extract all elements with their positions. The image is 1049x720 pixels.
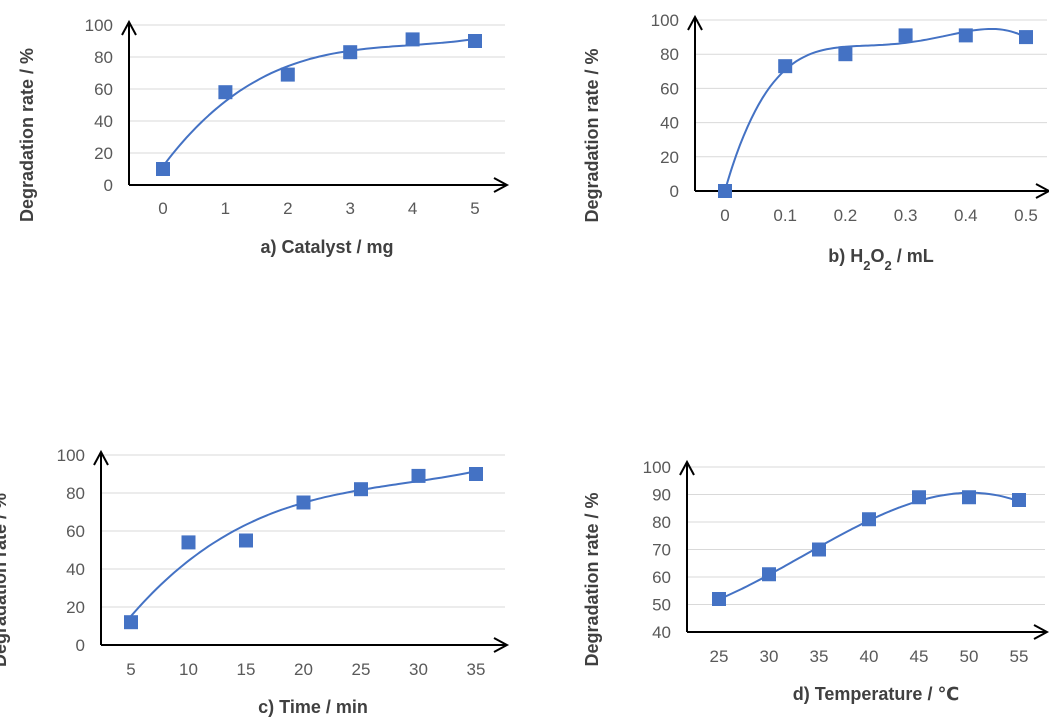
x-tick-label-1-2: 0.2 xyxy=(834,206,858,225)
x-tick-label-3-4: 45 xyxy=(910,647,929,666)
data-point-0-4 xyxy=(405,32,420,47)
x-tick-label-0-1: 1 xyxy=(221,199,230,218)
data-point-2-3 xyxy=(296,495,311,510)
y-tick-label-1-5: 100 xyxy=(651,11,679,30)
y-tick-label-0-1: 20 xyxy=(94,144,113,163)
x-tick-label-1-0: 0 xyxy=(720,206,729,225)
data-point-2-0 xyxy=(124,615,138,630)
y-tick-label-2-4: 80 xyxy=(66,484,85,503)
x-tick-label-0-4: 4 xyxy=(408,199,417,218)
x-tick-label-1-3: 0.3 xyxy=(894,206,918,225)
data-point-2-4 xyxy=(354,482,368,497)
x-axis-arrow-2 xyxy=(493,637,510,653)
y-axis-arrow-3 xyxy=(679,459,695,476)
y-axis-label-1: Degradation rate / % xyxy=(582,48,602,222)
y-tick-label-0-5: 100 xyxy=(85,16,113,35)
y-tick-label-3-3: 70 xyxy=(652,541,671,560)
y-tick-label-1-4: 80 xyxy=(660,45,679,64)
x-tick-label-3-1: 30 xyxy=(760,647,779,666)
y-axis-arrow-2 xyxy=(93,449,109,466)
x-axis-label-3: d) Temperature / ℃ xyxy=(793,684,960,704)
data-point-1-4 xyxy=(958,28,973,43)
x-tick-label-0-0: 0 xyxy=(158,199,167,218)
data-point-2-1 xyxy=(181,535,196,550)
x-tick-label-2-6: 35 xyxy=(467,660,486,679)
x-tick-label-0-5: 5 xyxy=(470,199,479,218)
x-tick-label-3-3: 40 xyxy=(860,647,879,666)
data-point-3-6 xyxy=(1012,493,1026,507)
y-tick-label-3-6: 100 xyxy=(643,458,671,477)
y-axis-arrow-1 xyxy=(687,14,703,31)
y-tick-label-2-5: 100 xyxy=(57,446,85,465)
trendline-3 xyxy=(718,491,1020,601)
x-tick-label-1-5: 0.5 xyxy=(1014,206,1038,225)
data-point-2-5 xyxy=(411,468,426,483)
data-point-1-3 xyxy=(898,28,913,43)
data-point-3-5 xyxy=(962,490,976,505)
data-point-0-1 xyxy=(218,85,233,100)
y-tick-label-1-2: 40 xyxy=(660,114,679,133)
x-tick-label-3-5: 50 xyxy=(960,647,979,666)
y-tick-label-0-2: 40 xyxy=(94,112,113,131)
y-tick-label-3-0: 40 xyxy=(652,623,671,642)
x-axis-label-1: b) H2O2 / mL xyxy=(828,246,934,273)
data-point-0-2 xyxy=(280,67,295,82)
y-tick-label-3-4: 80 xyxy=(652,513,671,532)
y-tick-label-3-2: 60 xyxy=(652,568,671,587)
x-tick-label-2-3: 20 xyxy=(294,660,313,679)
trendline-1 xyxy=(724,27,1027,191)
x-tick-label-2-1: 10 xyxy=(179,660,198,679)
y-axis-label-3: Degradation rate / % xyxy=(582,492,602,666)
data-point-3-2 xyxy=(812,542,826,557)
x-tick-label-2-2: 15 xyxy=(237,660,256,679)
data-point-1-2 xyxy=(838,47,853,62)
data-point-2-2 xyxy=(239,533,253,548)
y-tick-label-3-1: 50 xyxy=(652,596,671,615)
x-tick-label-1-4: 0.4 xyxy=(954,206,978,225)
y-axis-arrow-0 xyxy=(121,19,137,36)
x-tick-label-2-5: 30 xyxy=(409,660,428,679)
y-tick-label-2-3: 60 xyxy=(66,522,85,541)
x-tick-label-2-0: 5 xyxy=(126,660,135,679)
x-tick-label-3-0: 25 xyxy=(710,647,729,666)
data-point-3-1 xyxy=(762,567,776,582)
y-axis-label-2: Degradation rate / % xyxy=(0,493,10,667)
y-tick-label-1-0: 0 xyxy=(670,182,679,201)
x-tick-label-2-4: 25 xyxy=(352,660,371,679)
x-tick-label-3-6: 55 xyxy=(1010,647,1029,666)
data-point-2-6 xyxy=(469,467,483,481)
y-tick-label-0-4: 80 xyxy=(94,48,113,67)
data-point-0-5 xyxy=(468,34,482,48)
data-point-1-5 xyxy=(1019,30,1033,45)
y-tick-label-2-2: 40 xyxy=(66,560,85,579)
data-point-1-0 xyxy=(718,184,732,198)
data-point-3-4 xyxy=(912,490,926,505)
data-point-0-3 xyxy=(343,45,358,60)
x-axis-label-0: a) Catalyst / mg xyxy=(260,237,393,257)
x-axis-arrow-3 xyxy=(1033,624,1049,640)
y-tick-label-3-5: 90 xyxy=(652,486,671,505)
data-point-3-0 xyxy=(712,592,726,606)
x-tick-label-0-2: 2 xyxy=(283,199,292,218)
y-axis-label-0: Degradation rate / % xyxy=(17,48,37,222)
y-tick-label-1-3: 60 xyxy=(660,79,679,98)
data-point-1-1 xyxy=(778,59,793,74)
x-axis-arrow-1 xyxy=(1035,183,1049,199)
y-tick-label-0-0: 0 xyxy=(104,176,113,195)
x-tick-label-3-2: 35 xyxy=(810,647,829,666)
y-tick-label-0-3: 60 xyxy=(94,80,113,99)
data-point-3-3 xyxy=(862,512,876,527)
x-tick-label-1-1: 0.1 xyxy=(773,206,797,225)
data-point-0-0 xyxy=(156,162,170,176)
y-tick-label-2-1: 20 xyxy=(66,598,85,617)
x-axis-arrow-0 xyxy=(493,177,510,193)
x-axis-label-2: c) Time / min xyxy=(258,697,368,717)
y-tick-label-2-0: 0 xyxy=(76,636,85,655)
trendline-0 xyxy=(162,37,476,167)
x-tick-label-0-3: 3 xyxy=(345,199,354,218)
y-tick-label-1-1: 20 xyxy=(660,148,679,167)
